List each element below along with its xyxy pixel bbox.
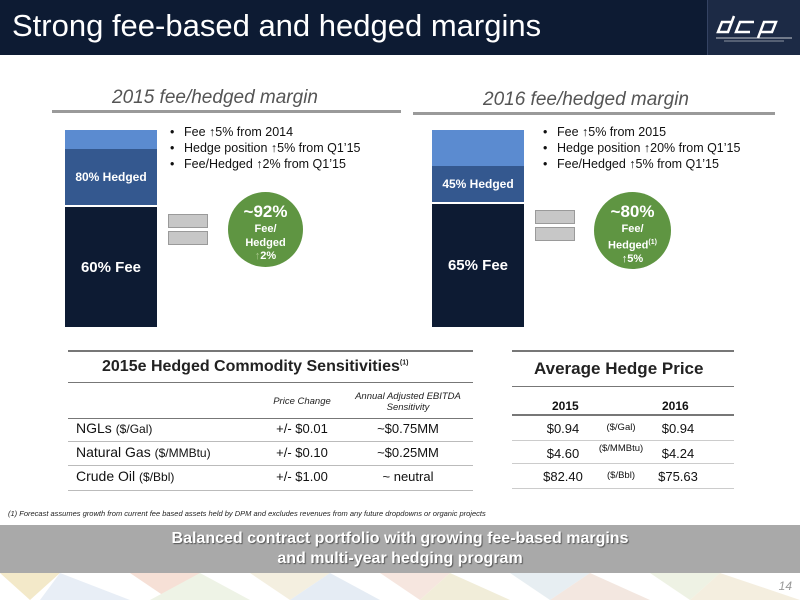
arrow-up-icon: ↑ (621, 252, 628, 265)
left-title-underline (52, 110, 401, 113)
right-hedged-segment: 45% Hedged (432, 166, 524, 202)
left-section-title: 2015 fee/hedged margin (112, 87, 318, 108)
left-bullet-list: Fee ↑5% from 2014 Hedge position ↑5% fro… (170, 124, 361, 172)
hedge-price-title: Average Hedge Price (534, 359, 704, 378)
row-divider (512, 463, 734, 464)
row-divider (68, 441, 473, 442)
table-header-rule (512, 386, 734, 387)
table-top-rule (512, 350, 734, 352)
right-circle-change: 5% (627, 252, 644, 265)
equals-icon-top (168, 214, 208, 228)
row-divider (512, 440, 734, 441)
right-title-underline (413, 112, 775, 115)
table-column-rule (512, 414, 734, 416)
arrow-up-icon: ↑ (270, 141, 278, 155)
right-circle-line2: Hedged (608, 239, 649, 252)
col-header-2015: 2015 (552, 399, 579, 413)
right-circle-pct: ~80% (610, 202, 655, 221)
col-header-ebitda: Annual Adjusted EBITDA Sensitivity (355, 391, 461, 413)
left-circle-line2: Hedged (245, 237, 286, 249)
list-item: Fee/Hedged ↑5% from Q1’15 (543, 156, 740, 172)
banner-line-1: Balanced contract portfolio with growing… (171, 530, 629, 547)
decorative-triangles (0, 573, 800, 600)
right-circle-footnote-ref: (1) (648, 239, 657, 246)
left-percentage-circle: ~92% Fee/ Hedged ↑2% (228, 192, 303, 267)
table-column-rule (68, 418, 473, 419)
arrow-up-icon: ↑ (254, 250, 261, 262)
list-item: Hedge position ↑20% from Q1’15 (543, 140, 740, 156)
list-item: Fee ↑5% from 2014 (170, 124, 361, 140)
right-fee-label: 65% Fee (447, 257, 509, 274)
left-circle-pct: ~92% (243, 202, 288, 221)
row-divider (512, 488, 734, 489)
right-fee-segment: 65% Fee (432, 204, 524, 327)
right-bullet-list: Fee ↑5% from 2015 Hedge position ↑20% fr… (543, 124, 740, 172)
left-fee-segment: 60% Fee (65, 207, 157, 327)
equals-icon-bottom (535, 227, 575, 241)
table-header-rule (68, 382, 473, 383)
banner-line-2: and multi-year hedging program (277, 550, 523, 567)
page-title: Strong fee-based and hedged margins (12, 8, 542, 43)
header-bar: Strong fee-based and hedged margins (0, 0, 800, 55)
arrow-up-icon: ↑ (643, 141, 651, 155)
arrow-up-icon: ↑ (582, 125, 589, 139)
equals-icon-bottom (168, 231, 208, 245)
arrow-up-icon: ↑ (629, 157, 636, 171)
sensitivities-title: 2015e Hedged Commodity Sensitivities(1) (102, 358, 409, 375)
equals-icon-top (535, 210, 575, 224)
dcp-midstream-logo-icon (716, 15, 792, 42)
list-item: Fee ↑5% from 2015 (543, 124, 740, 140)
col-header-2016: 2016 (662, 399, 689, 413)
left-hedged-label: 80% Hedged (75, 170, 147, 184)
table-top-rule (68, 350, 473, 352)
logo (707, 0, 800, 55)
right-circle-line1: Fee/ (621, 223, 644, 235)
page-number: 14 (778, 579, 792, 593)
row-divider (68, 490, 473, 491)
right-percentage-circle: ~80% Fee/ Hedged(1) ↑5% (594, 192, 671, 269)
left-circle-change: 2% (260, 250, 277, 262)
list-item: Fee/Hedged ↑2% from Q1’15 (170, 156, 361, 172)
left-bar-top-segment (65, 130, 157, 149)
right-bar-top-segment (432, 130, 524, 166)
row-divider (68, 465, 473, 466)
list-item: Hedge position ↑5% from Q1’15 (170, 140, 361, 156)
decorative-pattern (0, 573, 800, 600)
left-circle-line1: Fee/ (254, 223, 277, 235)
arrow-up-icon: ↑ (209, 125, 216, 139)
arrow-up-icon: ↑ (256, 157, 263, 171)
left-hedged-segment: 80% Hedged (65, 149, 157, 205)
footnote: (1) Forecast assumes growth from current… (8, 509, 486, 518)
left-fee-label: 60% Fee (80, 258, 142, 276)
col-header-price-change: Price Change (273, 396, 331, 407)
summary-banner: Balanced contract portfolio with growing… (0, 525, 800, 573)
right-hedged-label: 45% Hedged (442, 177, 514, 191)
right-section-title: 2016 fee/hedged margin (483, 89, 689, 110)
